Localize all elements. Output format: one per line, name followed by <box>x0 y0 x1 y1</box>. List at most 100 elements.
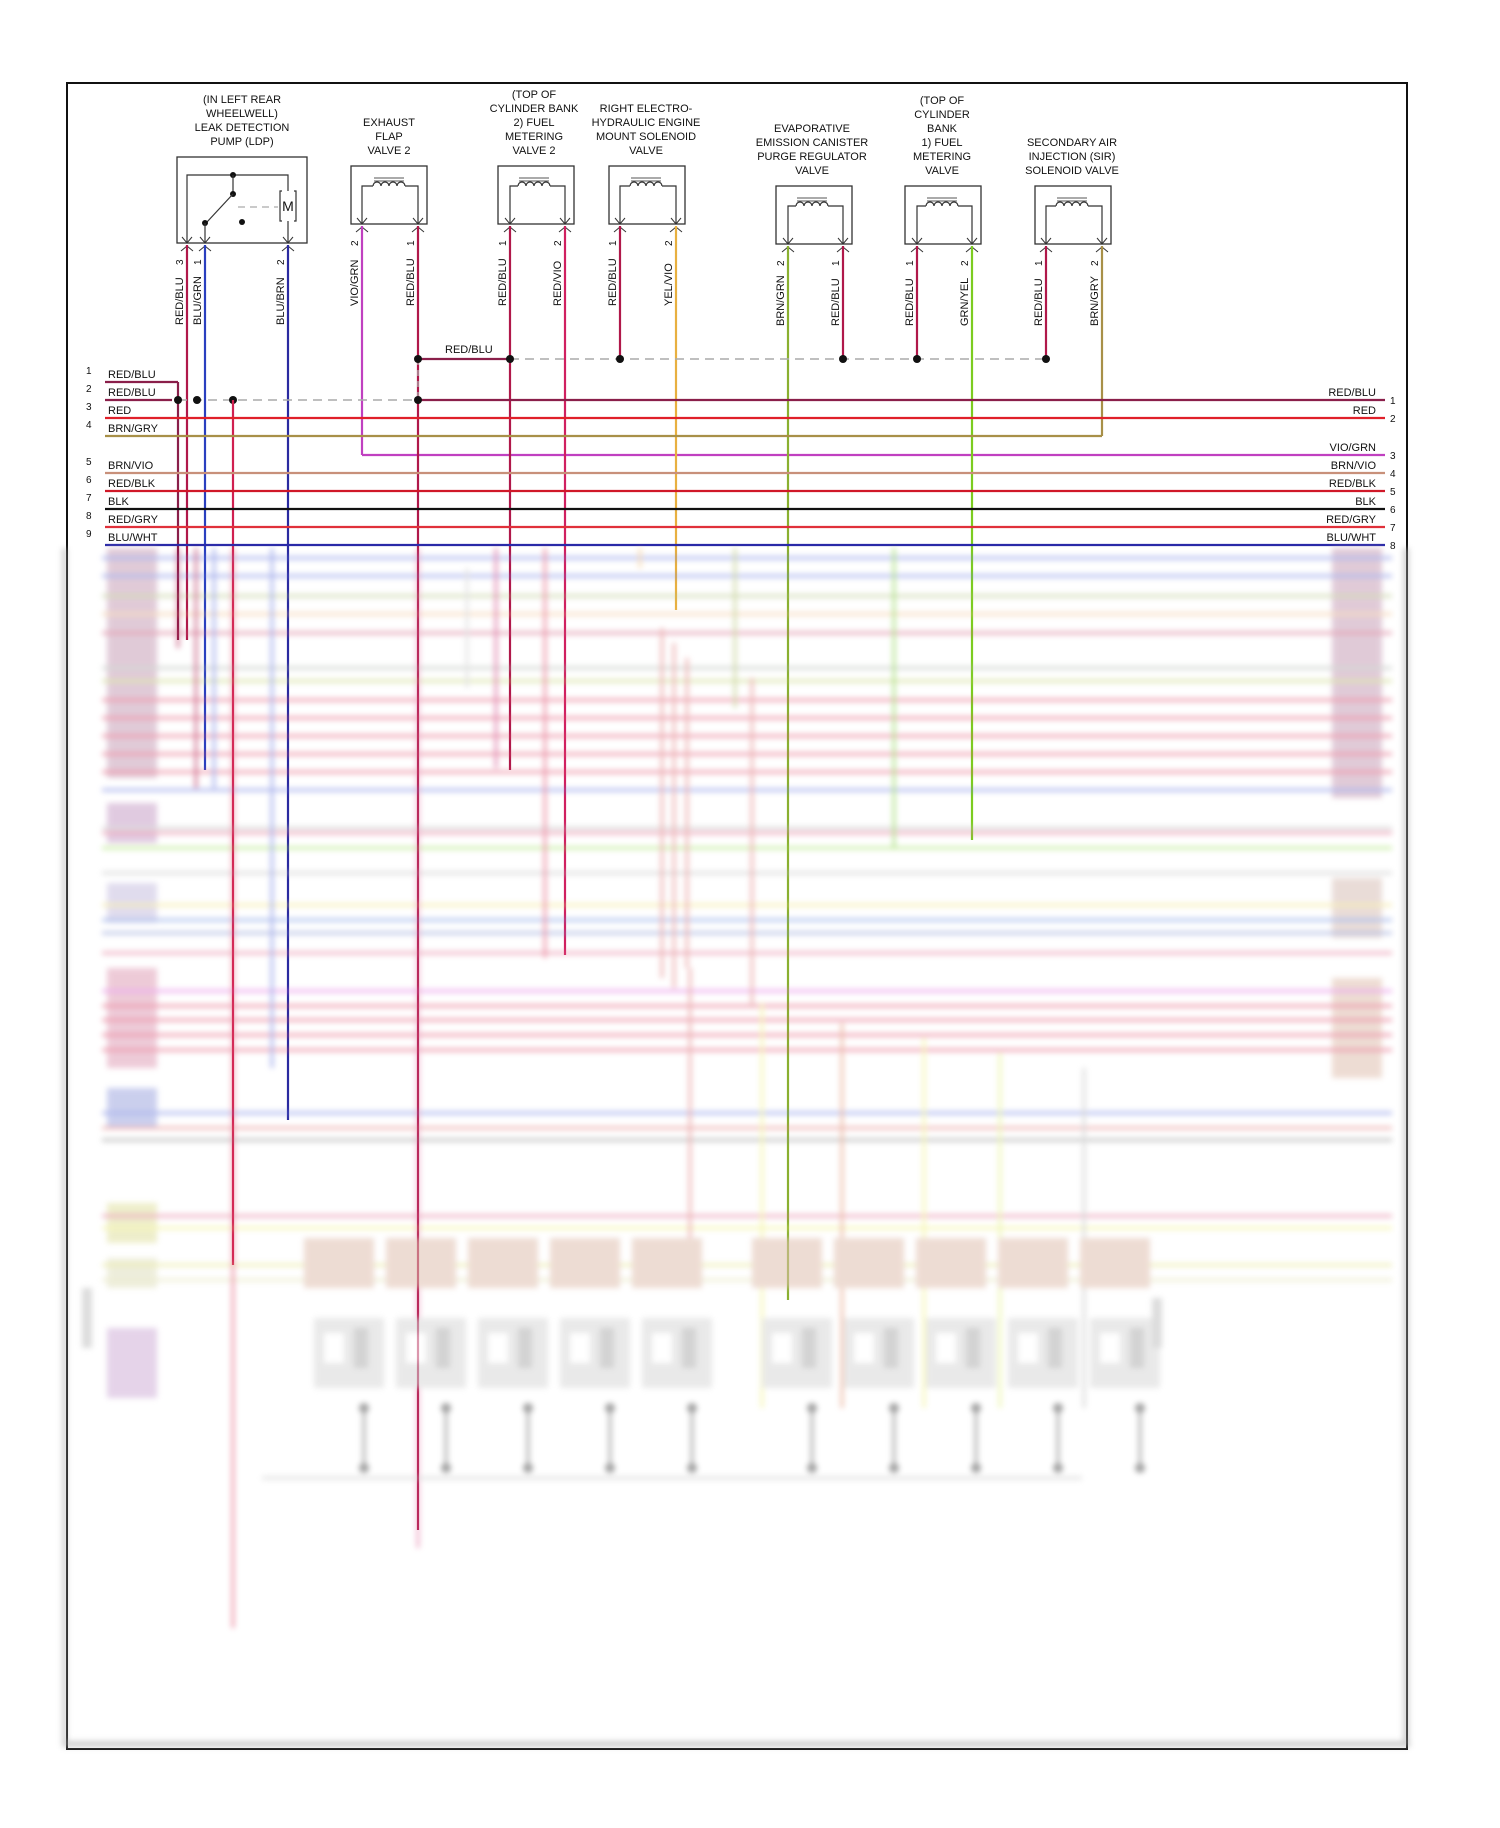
evap-purge-valve-component: EVAPORATIVE EMISSION CANISTER PURGE REGULA… <box>756 123 869 326</box>
component-title-line: PURGE REGULATOR <box>757 151 867 163</box>
row-wire-label: RED <box>1353 405 1376 417</box>
component-title-line: 2) FUEL <box>514 117 555 129</box>
row-wire-label: BLK <box>1355 496 1376 508</box>
left-connector-row-5: 5 BRN/VIO <box>86 457 154 472</box>
pin-ldp-1: 1 BLU/GRN <box>192 236 212 325</box>
pump-switch-motor-icon: M <box>186 172 297 243</box>
sir-solenoid-valve-component: SECONDARY AIR INJECTION (SIR) SOLENOID VAL… <box>1025 137 1119 326</box>
row-number: 3 <box>86 402 92 413</box>
component-title-line: VALVE <box>629 145 663 157</box>
row-number: 6 <box>1390 505 1396 516</box>
component-title-line: WHEELWELL) <box>206 108 278 120</box>
motor-label: M <box>282 198 294 214</box>
splice-dot <box>414 355 422 363</box>
wire-color-label: RED/BLU <box>174 277 186 325</box>
row-number: 9 <box>86 529 92 540</box>
row-wire-label: RED <box>108 405 131 417</box>
component-box <box>350 165 428 225</box>
pin-number: 1 <box>193 259 204 265</box>
splice-dot <box>1042 355 1050 363</box>
left-connector-row-4: 4 BRN/GRY <box>86 420 159 435</box>
pin-number: 1 <box>608 240 619 246</box>
component-title-line: (TOP OF <box>512 89 556 101</box>
left-connector-row-2: 2 RED/BLU <box>86 384 156 399</box>
row-number: 1 <box>86 366 92 377</box>
pin-evap-purge-valve-1: 1 RED/BLU <box>830 237 850 326</box>
component-title-line: LEAK DETECTION <box>195 122 290 134</box>
fuel-metering-valve-1-component: (TOP OF CYLINDER BANK 1) FUEL METERING VALVE 1… <box>904 95 982 326</box>
row-wire-label: VIO/GRN <box>1330 442 1377 454</box>
row-number: 2 <box>1390 414 1396 425</box>
pin-number: 1 <box>498 240 509 246</box>
obscured-lower-diagram <box>61 548 1410 1748</box>
pin-number: 1 <box>831 260 842 266</box>
wire-color-label: VIO/GRN <box>349 259 361 306</box>
row-number: 4 <box>1390 469 1396 480</box>
pin-number: 3 <box>175 259 186 265</box>
component-title-line: EXHAUST <box>363 117 415 129</box>
component-title-line: VALVE <box>795 165 829 177</box>
pin-number: 2 <box>276 259 287 265</box>
component-title-line: FLAP <box>375 131 403 143</box>
exhaust-flap-valve-2-component: EXHAUST FLAP VALVE 2 2 VIO/GRN 1 RED/BLU <box>349 117 428 306</box>
right-connector-row-3: VIO/GRN 3 <box>1330 442 1396 462</box>
left-connector-row-3: 3 RED <box>86 402 131 417</box>
pin-number: 2 <box>776 260 787 266</box>
splice-dot <box>193 396 201 404</box>
component-title-line: (TOP OF <box>920 95 964 107</box>
component-title-line: EMISSION CANISTER <box>756 137 869 149</box>
left-connector-row-1: 1 RED/BLU <box>86 366 156 381</box>
component-title-line: MOUNT SOLENOID <box>596 131 696 143</box>
component-box <box>497 165 575 225</box>
wire-color-label: BRN/GRN <box>775 275 787 326</box>
component-title-line: BANK <box>927 123 958 135</box>
row-number: 1 <box>1390 396 1396 407</box>
right-connector-row-7: RED/GRY 7 <box>1326 514 1396 534</box>
wire-color-label: RED/BLU <box>904 278 916 326</box>
component-title-line: EVAPORATIVE <box>774 123 850 135</box>
component-title-line: INJECTION (SIR) <box>1029 151 1116 163</box>
row-number: 5 <box>1390 487 1396 498</box>
component-title-line: SOLENOID VALVE <box>1025 165 1119 177</box>
wire-color-label: RED/BLU <box>830 278 842 326</box>
component-box <box>904 185 982 245</box>
wire-color-label: BRN/GRY <box>1089 275 1101 326</box>
splice-dot <box>414 396 422 404</box>
pin-number: 2 <box>350 240 361 246</box>
component-title-line: RIGHT ELECTRO- <box>600 103 693 115</box>
pin-fuel-metering-valve-2-2: 2 RED/VIO <box>552 217 572 306</box>
pin-exhaust-flap-valve-2-2: 2 VIO/GRN <box>349 217 369 306</box>
wire-color-label: RED/BLU <box>405 258 417 306</box>
pin-number: 1 <box>905 260 916 266</box>
row-number: 3 <box>1390 451 1396 462</box>
component-title-line: HYDRAULIC ENGINE <box>592 117 701 129</box>
pin-sir-solenoid-valve-2: 2 BRN/GRY <box>1089 237 1109 326</box>
splice-dot <box>616 355 624 363</box>
engine-mount-solenoid-component: RIGHT ELECTRO- HYDRAULIC ENGINE MOUNT SOLE… <box>592 103 701 306</box>
pin-number: 2 <box>664 240 675 246</box>
component-title-line: METERING <box>913 151 971 163</box>
splice-dot <box>913 355 921 363</box>
wire-color-label: RED/BLU <box>1033 278 1045 326</box>
splice-dot <box>174 396 182 404</box>
component-box <box>1034 185 1112 245</box>
component-title-line: PUMP (LDP) <box>210 136 273 148</box>
pin-number: 2 <box>1090 260 1101 266</box>
pin-ldp-3: 3 RED/BLU <box>174 236 194 325</box>
row-wire-label: BLK <box>108 496 129 508</box>
row-wire-label: RED/BLU <box>108 387 156 399</box>
wire-color-label: RED/BLU <box>497 258 509 306</box>
splice-dot <box>839 355 847 363</box>
pin-engine-mount-solenoid-1: 1 RED/BLU <box>607 217 627 306</box>
row-wire-label: BRN/GRY <box>108 423 159 435</box>
splice-dot <box>506 355 514 363</box>
wire-color-label: YEL/VIO <box>663 263 675 306</box>
row-number: 4 <box>86 420 92 431</box>
component-title-line: (IN LEFT REAR <box>203 94 281 106</box>
pin-engine-mount-solenoid-2: 2 YEL/VIO <box>663 217 683 306</box>
wire-color-label: GRN/YEL <box>959 278 971 326</box>
right-connector-row-5: RED/BLK 5 <box>1329 478 1396 498</box>
pin-number: 2 <box>960 260 971 266</box>
pin-fuel-metering-valve-1-1: 1 RED/BLU <box>904 237 924 326</box>
